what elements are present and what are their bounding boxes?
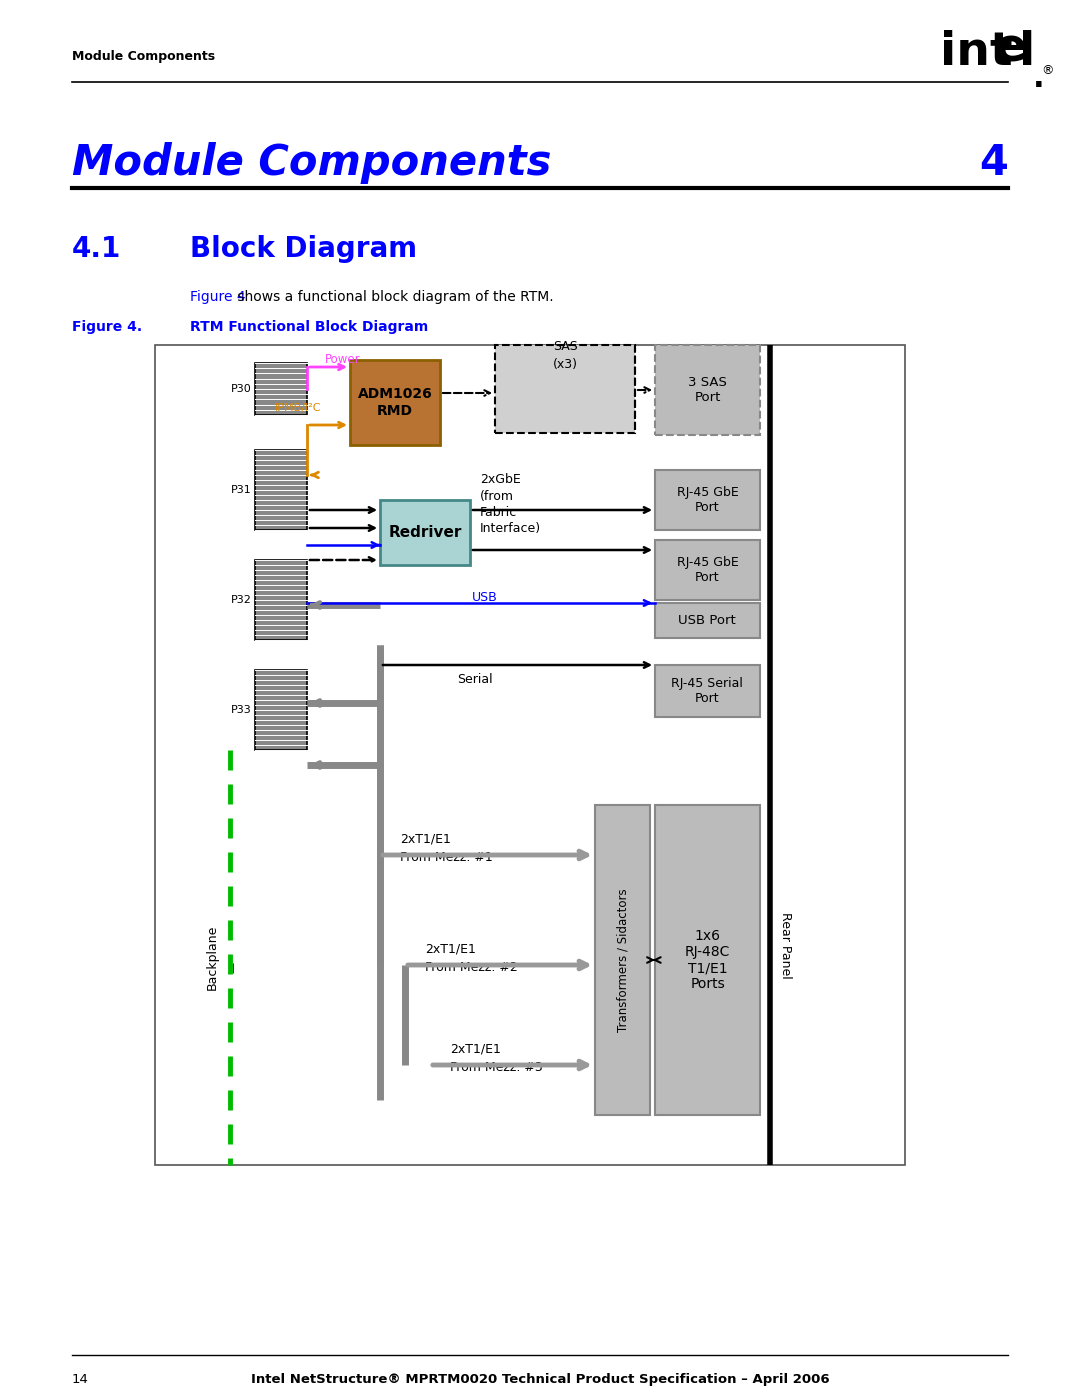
Bar <box>255 363 307 415</box>
Text: Rear Panel: Rear Panel <box>779 912 792 978</box>
Bar <box>380 500 470 564</box>
Text: l: l <box>1020 29 1036 75</box>
Text: P31: P31 <box>231 485 252 495</box>
Text: From Mezz. #3: From Mezz. #3 <box>450 1060 543 1074</box>
Text: 2xT1/E1: 2xT1/E1 <box>426 943 476 956</box>
Text: e: e <box>995 27 1027 71</box>
Text: Power: Power <box>325 353 361 366</box>
Text: Intel NetStructure® MPRTM0020 Technical Product Specification – April 2006: Intel NetStructure® MPRTM0020 Technical … <box>251 1373 829 1386</box>
Bar <box>654 805 760 1115</box>
Bar <box>654 541 760 599</box>
Text: Serial: Serial <box>457 673 492 686</box>
Text: 2xT1/E1: 2xT1/E1 <box>400 833 450 847</box>
Text: SAS: SAS <box>553 339 578 353</box>
Bar <box>654 345 760 434</box>
Text: From Mezz. #2: From Mezz. #2 <box>426 961 517 974</box>
Text: RJ-45 GbE
Port: RJ-45 GbE Port <box>677 486 739 514</box>
Text: IPMB/I²C: IPMB/I²C <box>275 402 322 414</box>
Bar <box>654 604 760 638</box>
Text: ®: ® <box>1041 64 1053 77</box>
Text: Interface): Interface) <box>480 522 541 535</box>
Bar <box>654 665 760 717</box>
Text: P33: P33 <box>231 705 252 715</box>
Text: RJ-45 Serial
Port: RJ-45 Serial Port <box>671 678 743 705</box>
Bar <box>654 469 760 529</box>
Bar <box>350 360 440 446</box>
Text: (x3): (x3) <box>553 358 578 372</box>
Text: RTM Functional Block Diagram: RTM Functional Block Diagram <box>190 320 429 334</box>
Text: 14: 14 <box>72 1373 89 1386</box>
Text: (from: (from <box>480 490 514 503</box>
Text: RJ-45 GbE
Port: RJ-45 GbE Port <box>677 556 739 584</box>
Bar <box>156 345 905 1165</box>
Text: ADM1026
RMD: ADM1026 RMD <box>357 387 432 418</box>
Text: 2xGbE: 2xGbE <box>480 474 521 486</box>
Text: Module Components: Module Components <box>72 142 552 184</box>
Text: Transformers / Sidactors: Transformers / Sidactors <box>616 888 629 1032</box>
Bar <box>255 450 307 529</box>
Text: 3 SAS
Port: 3 SAS Port <box>688 376 727 404</box>
Bar <box>495 345 635 433</box>
Text: USB Port: USB Port <box>678 615 735 627</box>
Bar <box>255 560 307 640</box>
Text: —: — <box>229 963 239 974</box>
Text: 2xT1/E1: 2xT1/E1 <box>450 1044 501 1056</box>
Text: P32: P32 <box>231 595 252 605</box>
Text: 1x6
RJ-48C
T1/E1
Ports: 1x6 RJ-48C T1/E1 Ports <box>685 929 730 992</box>
Text: shows a functional block diagram of the RTM.: shows a functional block diagram of the … <box>233 291 554 305</box>
Bar <box>255 671 307 750</box>
Bar <box>595 805 650 1115</box>
Text: Figure 4: Figure 4 <box>190 291 245 305</box>
Text: USB: USB <box>472 591 498 604</box>
Text: .: . <box>1032 64 1044 94</box>
Text: From Mezz. #1: From Mezz. #1 <box>400 851 492 863</box>
Text: Block Diagram: Block Diagram <box>190 235 417 263</box>
Text: Fabric: Fabric <box>480 506 517 520</box>
Text: Backplane: Backplane <box>205 925 218 990</box>
Text: Figure 4.: Figure 4. <box>72 320 143 334</box>
Text: P30: P30 <box>231 384 252 394</box>
Text: Module Components: Module Components <box>72 50 215 63</box>
Text: 4: 4 <box>980 142 1008 184</box>
Text: Redriver: Redriver <box>389 525 461 541</box>
Text: 4.1: 4.1 <box>72 235 121 263</box>
Text: int: int <box>940 29 1013 75</box>
